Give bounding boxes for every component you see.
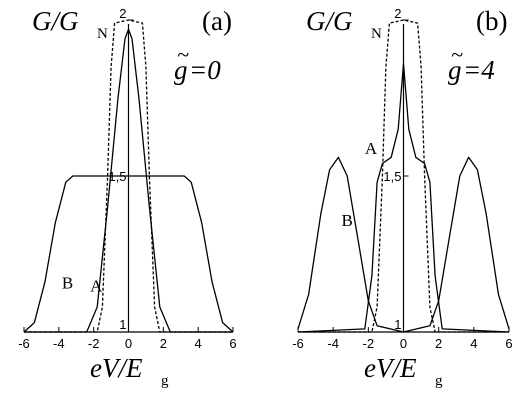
x-tick-label: 4: [470, 336, 477, 351]
x-axis-title: eV/E: [364, 353, 417, 383]
y-tick-label: 2: [119, 6, 126, 21]
curve-label-a: A: [365, 139, 378, 158]
series-line-a: [297, 63, 510, 333]
x-axis-title-subscript: g: [435, 373, 443, 389]
series-line-b: [23, 175, 234, 333]
x-tick-label: 4: [195, 336, 202, 351]
panel-label: (b): [476, 6, 507, 36]
curve-label-b: B: [342, 211, 353, 230]
series-line-dashed: [24, 19, 233, 333]
y-tick-label: 1,5: [383, 169, 401, 184]
annotation-value: =0: [189, 55, 221, 85]
y-axis-title-subscript: N: [97, 26, 108, 42]
series-line-a: [24, 28, 233, 333]
y-tick-label: 2: [394, 6, 401, 21]
annotation-symbol: g: [448, 55, 462, 85]
curve-label-b: B: [62, 273, 73, 292]
x-tick-label: 6: [505, 336, 512, 351]
x-tick-label: 6: [229, 336, 236, 351]
x-tick-label: -6: [292, 336, 304, 351]
y-tick-label: 1: [119, 317, 126, 332]
y-axis-title: G/G: [306, 6, 353, 36]
annotation-tilde: ~: [177, 42, 189, 67]
series-line-b: [297, 156, 510, 333]
x-tick-label: -4: [53, 336, 65, 351]
x-tick-label: 0: [400, 336, 407, 351]
y-axis-title-subscript: N: [371, 26, 382, 42]
x-tick-label: -6: [18, 336, 30, 351]
series-line-dashed: [298, 19, 509, 333]
y-axis-title: G/G: [32, 6, 79, 36]
x-tick-label: -4: [327, 336, 339, 351]
curve-label-a: A: [90, 276, 103, 295]
x-axis-title: eV/E: [90, 353, 143, 383]
y-tick-label: 1: [394, 317, 401, 332]
panel-label: (a): [202, 6, 232, 36]
x-tick-label: 0: [125, 336, 132, 351]
x-axis-title-subscript: g: [161, 373, 169, 389]
annotation-value: =4: [463, 55, 495, 85]
x-tick-label: -2: [88, 336, 100, 351]
annotation-symbol: g: [174, 55, 188, 85]
x-tick-label: 2: [435, 336, 442, 351]
x-tick-label: -2: [363, 336, 375, 351]
x-tick-label: 2: [160, 336, 167, 351]
annotation-tilde: ~: [451, 42, 463, 67]
